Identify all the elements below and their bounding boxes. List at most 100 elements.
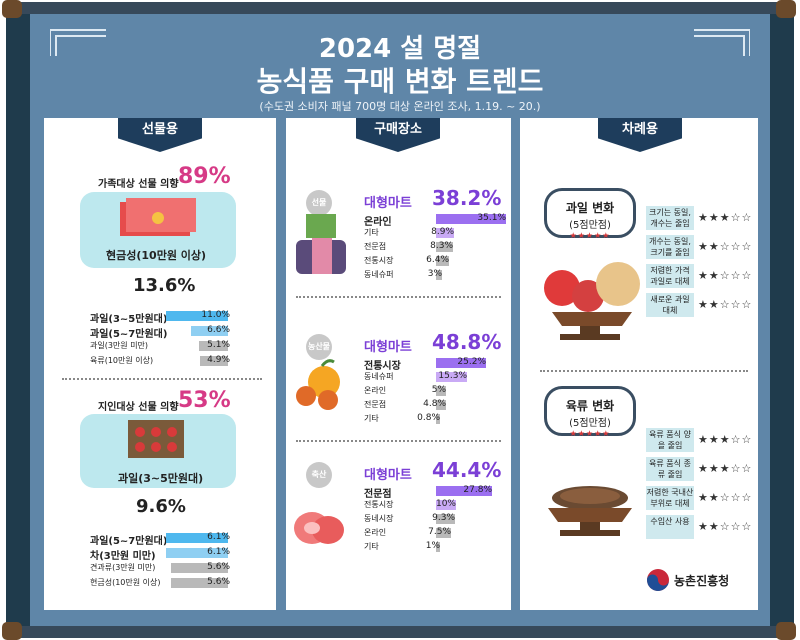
place-item-label: 기타 [364, 414, 379, 423]
gift-bar-label: 과일(5~7만원대) [90, 329, 168, 340]
gift-bar [191, 326, 228, 336]
title-line1: 2024 설 명절 [318, 34, 482, 64]
place-tag: 농산물 [306, 334, 332, 360]
gift-bar [171, 578, 228, 588]
meat-icon [294, 512, 344, 544]
place-bar [436, 214, 506, 224]
place-bar-value: 15.3% [438, 371, 467, 381]
place-item-label: 전통시장 [364, 500, 394, 509]
gift-bar-label: 차(3만원 미만) [90, 551, 156, 562]
fruit-red-stars: ★★★★★ [569, 231, 611, 240]
place-bar [436, 528, 451, 538]
rod-tl [2, 0, 22, 18]
place-item-label: 전문점 [364, 489, 392, 500]
subtitle: (수도권 소비자 패널 700명 대상 온라인 조사, 1.19. ~ 20.) [259, 100, 541, 113]
gift-bar-label: 과일(5~7만원대) [90, 536, 168, 547]
ritual-item-text: 육류 품식 양을 줄임 [646, 428, 694, 452]
place-top-value: 38.2% [432, 186, 502, 210]
place-bar-value: 35.1% [477, 213, 506, 223]
gift-bar [166, 533, 228, 543]
gift-bar-value: 5.6% [207, 577, 230, 587]
ritual-item-text: 저렴한 가격 과일로 대체 [646, 264, 694, 288]
place-top-label: 대형마트 [364, 340, 412, 355]
place-bar-value: 0.8% [417, 413, 440, 423]
ritual-stars: ★★☆☆☆ [698, 298, 753, 311]
place-bar-value: 8.3% [430, 241, 453, 251]
place-item-label: 전통시장 [364, 256, 394, 265]
gift-bar-value: 6.1% [207, 547, 230, 557]
place-item-label: 기타 [364, 542, 379, 551]
place-top-value: 44.4% [432, 458, 502, 482]
fruit-icon [296, 359, 340, 410]
place-bar-value: 4.8% [423, 399, 446, 409]
place-top-label: 대형마트 [364, 196, 412, 211]
place-tag: 선물 [306, 190, 332, 216]
meat-sub: (5점만점) [569, 418, 611, 429]
family-top-value: 13.6% [133, 275, 196, 296]
ritual-item-text: 새로운 과일 대체 [646, 293, 694, 317]
place-item-label: 기타 [364, 228, 379, 237]
fruit-box-icon [128, 420, 184, 458]
tab-ritual: 차례용 [598, 118, 682, 152]
divider-place [296, 296, 501, 298]
rda-logo-icon [647, 569, 669, 591]
family-top-label: 현금성(10만원 이상) [106, 249, 207, 262]
gift-bar-value: 5.1% [207, 340, 230, 350]
ritual-stars: ★★☆☆☆ [698, 240, 753, 253]
ritual-stars: ★★☆☆☆ [698, 491, 753, 504]
place-bar [436, 514, 455, 524]
place-bar [436, 242, 453, 252]
fruit-offering-icon [544, 262, 640, 340]
place-bar [436, 270, 442, 280]
place-bar [436, 358, 486, 368]
meat-red-stars: ★★★★★ [569, 429, 611, 438]
place-bar-value: 8.9% [431, 227, 454, 237]
divider-gift [62, 378, 262, 380]
org-name: 농촌진흥청 [674, 574, 730, 588]
left-pillar [6, 12, 30, 628]
divider-place [296, 440, 501, 442]
place-bar [436, 372, 467, 382]
gift-bar [166, 548, 228, 558]
place-item-label: 동네시장 [364, 514, 394, 523]
meat-offering-icon [548, 486, 632, 536]
place-bar-value: 27.8% [463, 485, 492, 495]
gift-bar-label: 육류(10만원 이상) [90, 356, 154, 365]
divider-ritual [540, 370, 748, 372]
place-bar-value: 10% [435, 499, 456, 509]
family-gift-pct: 89% [178, 164, 231, 189]
tab-gift: 선물용 [118, 118, 202, 152]
rod-tr [776, 0, 796, 18]
place-item-label: 전문점 [364, 400, 387, 409]
corner-ornament-right [694, 29, 750, 56]
ritual-stars: ★★★☆☆ [698, 462, 753, 475]
place-bar-value: 7.5% [428, 527, 451, 537]
place-bar-value: 25.2% [457, 357, 486, 367]
place-bar [436, 500, 456, 510]
ritual-item-text: 육류 품식 종류 줄임 [646, 457, 694, 481]
place-bar-value: 3% [427, 269, 442, 279]
title-line2: 농식품 구매 변화 트렌드 [256, 65, 544, 98]
gift-bar-value: 11.0% [201, 310, 230, 320]
place-item-label: 동네슈퍼 [364, 270, 394, 279]
meat-bubble: 육류 변화 (5점만점) ★★★★★ [544, 386, 636, 438]
place-item-label: 온라인 [364, 528, 387, 537]
gift-bar-label: 견과류(3만원 미만) [90, 563, 156, 572]
place-bar-value: 1% [425, 541, 440, 551]
gift-bar-label: 과일(3~5만원대) [90, 314, 168, 325]
acquaint-gift-pct: 53% [178, 388, 231, 413]
ritual-item-text: 수입산 사용 [646, 515, 694, 539]
gift-bar [199, 341, 228, 351]
place-bar-value: 9.3% [432, 513, 455, 523]
gift-bar-value: 6.6% [207, 325, 230, 335]
place-tag: 축산 [306, 462, 332, 488]
gift-bar-value: 4.9% [207, 355, 230, 365]
place-item-label: 온라인 [364, 217, 392, 228]
ritual-item-text: 크기는 동일, 개수는 줄임 [646, 206, 694, 230]
ritual-item-text: 개수는 동일, 크기를 줄임 [646, 235, 694, 259]
place-bar [436, 256, 449, 266]
place-bar [436, 414, 440, 424]
gift-bar-value: 6.1% [207, 532, 230, 542]
meat-title: 육류 변화 [565, 399, 615, 413]
